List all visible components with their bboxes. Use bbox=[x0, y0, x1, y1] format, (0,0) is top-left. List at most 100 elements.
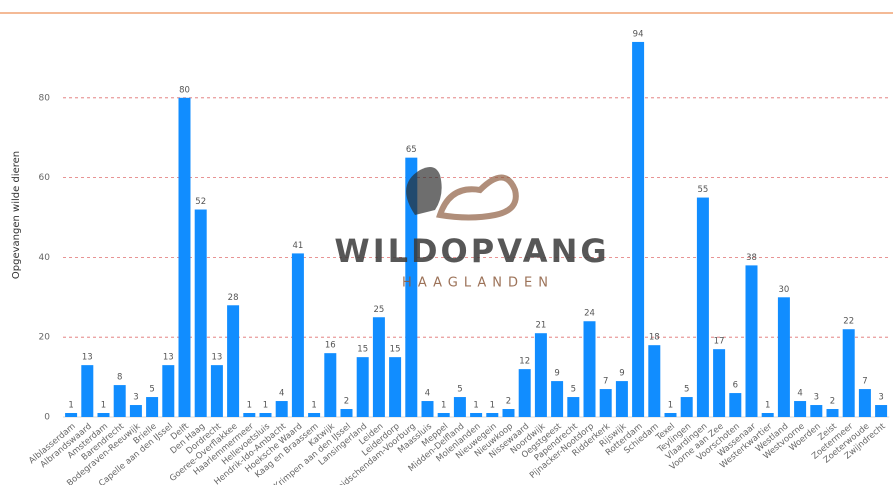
value-label: 2 bbox=[506, 397, 511, 407]
value-label: 1 bbox=[68, 401, 73, 411]
value-label: 22 bbox=[843, 317, 854, 327]
y-tick-label: 20 bbox=[39, 333, 51, 343]
bar bbox=[372, 317, 385, 417]
value-label: 5 bbox=[149, 385, 154, 395]
value-label: 7 bbox=[862, 377, 867, 387]
bar bbox=[178, 97, 191, 418]
value-label: 9 bbox=[619, 369, 624, 379]
value-label: 1 bbox=[765, 401, 770, 411]
value-label: 3 bbox=[133, 393, 138, 403]
value-label: 41 bbox=[292, 241, 303, 251]
value-label: 38 bbox=[746, 253, 757, 263]
value-label: 18 bbox=[649, 333, 660, 343]
bar bbox=[291, 253, 304, 417]
plot-area: 0204060801Alblasserdam13Albrandswaard1Am… bbox=[27, 29, 890, 485]
bar bbox=[632, 41, 645, 417]
value-label: 1 bbox=[668, 401, 673, 411]
bar bbox=[437, 413, 450, 417]
watermark-subtitle: HAAGLANDEN bbox=[402, 276, 554, 291]
logo-head bbox=[406, 166, 442, 215]
bar bbox=[551, 381, 564, 417]
bar bbox=[340, 409, 353, 417]
value-label: 16 bbox=[325, 341, 336, 351]
value-label: 1 bbox=[247, 401, 252, 411]
value-label: 21 bbox=[535, 321, 546, 331]
bar bbox=[680, 397, 693, 417]
value-label: 1 bbox=[263, 401, 268, 411]
bar bbox=[129, 405, 142, 417]
bar bbox=[842, 329, 855, 417]
bar bbox=[210, 365, 223, 417]
bar bbox=[810, 405, 823, 417]
y-tick-label: 40 bbox=[39, 253, 51, 263]
bar bbox=[745, 265, 758, 417]
bar bbox=[826, 409, 839, 417]
bar bbox=[777, 297, 790, 417]
value-label: 2 bbox=[830, 397, 835, 407]
bar bbox=[146, 397, 159, 417]
bar bbox=[599, 389, 612, 417]
watermark-title: WILDOPVANG bbox=[334, 232, 609, 270]
value-label: 25 bbox=[373, 305, 384, 315]
y-axis-label: Opgevangen wilde dieren bbox=[11, 151, 22, 279]
bar bbox=[518, 369, 531, 417]
bar bbox=[405, 157, 418, 417]
bar bbox=[308, 413, 321, 417]
bar bbox=[421, 401, 434, 417]
bar bbox=[113, 385, 126, 417]
bar bbox=[648, 345, 661, 417]
value-label: 52 bbox=[195, 197, 206, 207]
value-label: 4 bbox=[279, 389, 284, 399]
value-label: 1 bbox=[490, 401, 495, 411]
bar bbox=[615, 381, 628, 417]
bar bbox=[259, 413, 272, 417]
value-label: 5 bbox=[684, 385, 689, 395]
value-label: 15 bbox=[390, 345, 401, 355]
value-label: 94 bbox=[633, 29, 644, 39]
bar bbox=[583, 321, 596, 417]
bar bbox=[664, 413, 677, 417]
bar bbox=[389, 357, 402, 417]
bar bbox=[729, 393, 742, 417]
value-label: 55 bbox=[697, 185, 708, 195]
value-label: 1 bbox=[441, 401, 446, 411]
value-label: 80 bbox=[179, 85, 190, 95]
bar bbox=[534, 333, 547, 417]
bar bbox=[567, 397, 580, 417]
bar bbox=[65, 413, 78, 417]
value-label: 13 bbox=[82, 353, 93, 363]
bar bbox=[356, 357, 369, 417]
value-label: 1 bbox=[311, 401, 316, 411]
value-label: 24 bbox=[584, 309, 595, 319]
bar bbox=[194, 209, 207, 417]
bar bbox=[696, 197, 709, 417]
value-label: 2 bbox=[344, 397, 349, 407]
watermark: WILDOPVANG HAAGLANDEN bbox=[334, 166, 609, 291]
bar bbox=[453, 397, 466, 417]
value-label: 28 bbox=[228, 293, 239, 303]
value-label: 4 bbox=[425, 389, 430, 399]
value-label: 9 bbox=[554, 369, 559, 379]
value-label: 65 bbox=[406, 145, 417, 155]
value-label: 5 bbox=[571, 385, 576, 395]
value-label: 13 bbox=[211, 353, 222, 363]
bar bbox=[97, 413, 110, 417]
y-tick-label: 60 bbox=[39, 173, 51, 183]
bar bbox=[794, 401, 807, 417]
bar bbox=[761, 413, 774, 417]
value-label: 13 bbox=[163, 353, 174, 363]
value-label: 1 bbox=[473, 401, 478, 411]
value-label: 30 bbox=[778, 285, 789, 295]
value-label: 17 bbox=[714, 337, 725, 347]
value-label: 3 bbox=[814, 393, 819, 403]
bar bbox=[486, 413, 499, 417]
value-label: 7 bbox=[603, 377, 608, 387]
bar bbox=[162, 365, 175, 417]
value-label: 3 bbox=[878, 393, 883, 403]
bar bbox=[502, 409, 515, 417]
value-label: 8 bbox=[117, 373, 122, 383]
value-label: 6 bbox=[733, 381, 738, 391]
bar bbox=[713, 349, 726, 417]
bar bbox=[858, 389, 871, 417]
